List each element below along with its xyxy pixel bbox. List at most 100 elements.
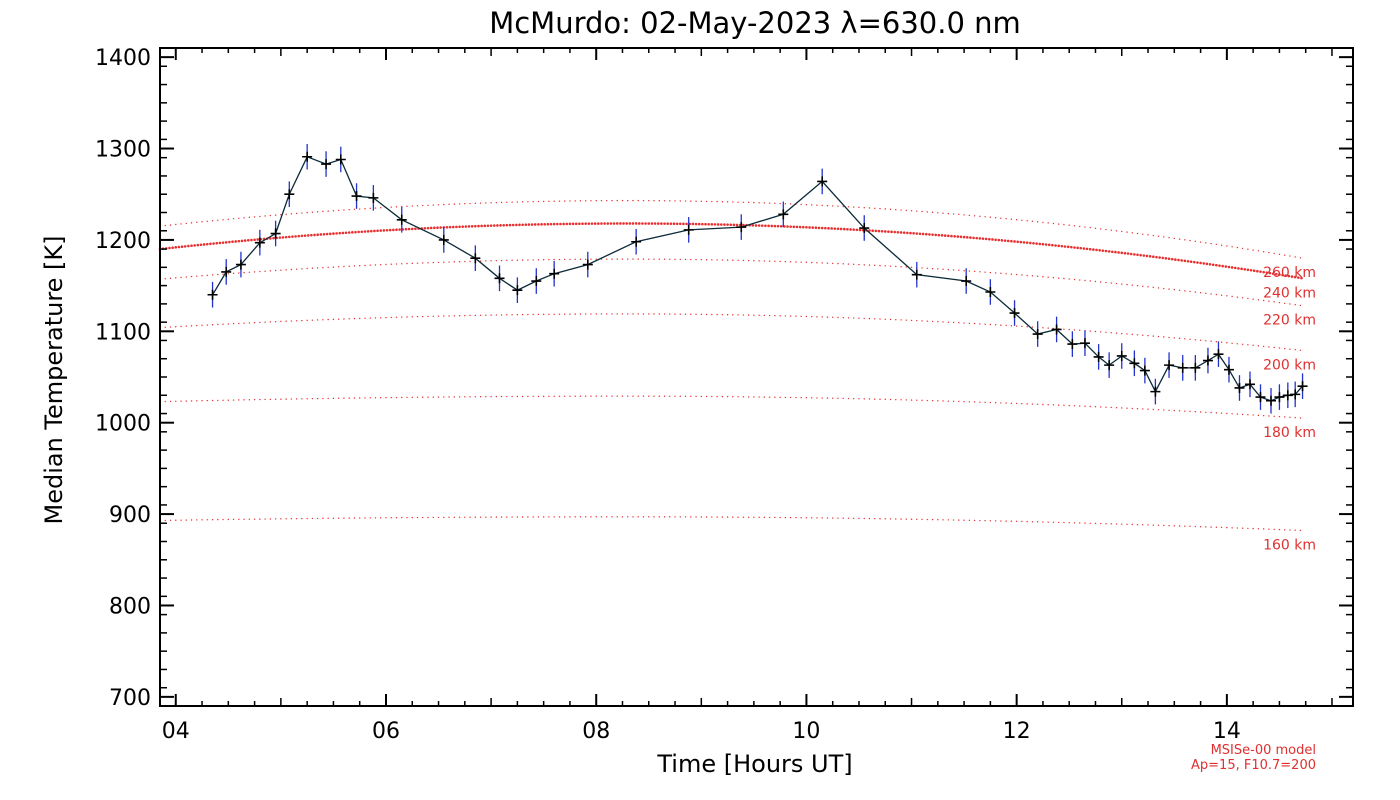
- model-point: [290, 320, 293, 322]
- model-point: [716, 516, 718, 518]
- model-point: [516, 201, 519, 203]
- model-point: [600, 200, 603, 202]
- data-point: [1213, 349, 1224, 360]
- model-point: [1194, 291, 1197, 293]
- model-point: [369, 264, 371, 266]
- model-point: [648, 395, 650, 397]
- model-point: [332, 266, 335, 268]
- model-point: [436, 226, 439, 230]
- model-point: [826, 204, 829, 207]
- model-point: [821, 316, 823, 318]
- model-point: [921, 232, 925, 236]
- model-point: [616, 199, 618, 202]
- model-point: [542, 200, 545, 203]
- model-point: [732, 516, 734, 518]
- model-point: [798, 225, 802, 229]
- model-point: [1063, 277, 1065, 280]
- model-point: [972, 236, 975, 240]
- model-point: [248, 399, 251, 401]
- model-curve-label: 240 km: [1263, 285, 1316, 301]
- model-point: [1241, 527, 1244, 529]
- model-point: [784, 315, 787, 317]
- model-point: [956, 235, 960, 238]
- model-point: [729, 223, 733, 227]
- model-point: [1297, 276, 1300, 279]
- model-point: [910, 399, 913, 401]
- model-point: [837, 205, 839, 207]
- model-point: [322, 266, 324, 269]
- model-point: [889, 318, 892, 321]
- model-point: [448, 225, 452, 229]
- model-point: [695, 258, 697, 261]
- model-point: [871, 229, 874, 232]
- y-tick-label: 1000: [95, 412, 151, 437]
- model-point: [1047, 243, 1051, 247]
- model-point: [1084, 405, 1086, 407]
- model-point: [984, 323, 986, 325]
- model-point: [234, 240, 237, 243]
- model-point: [1089, 405, 1091, 408]
- model-point: [306, 319, 308, 322]
- model-point: [1189, 410, 1191, 413]
- model-point: [477, 224, 480, 228]
- model-point: [595, 258, 597, 260]
- model-point: [963, 400, 965, 403]
- model-point: [1220, 294, 1223, 296]
- model-point: [351, 231, 354, 234]
- model-point: [437, 315, 440, 317]
- model-point: [595, 200, 597, 202]
- model-point: [979, 271, 981, 273]
- model-point: [1210, 411, 1212, 414]
- model-point: [500, 516, 503, 518]
- model-point: [563, 313, 566, 315]
- model-point: [1173, 237, 1176, 240]
- model-point: [937, 519, 939, 521]
- model-point: [1249, 268, 1253, 272]
- model-point: [432, 261, 434, 264]
- model-point: [1000, 272, 1002, 275]
- model-point: [1300, 276, 1303, 280]
- model-point: [369, 517, 371, 519]
- model-point: [984, 216, 986, 218]
- model-point: [574, 222, 578, 226]
- model-point: [989, 271, 992, 274]
- model-point: [416, 516, 419, 519]
- model-curve: [159, 258, 1302, 307]
- model-point: [411, 316, 413, 318]
- model-curve-label: 260 km: [1263, 265, 1316, 281]
- model-point: [784, 203, 787, 205]
- model-point: [506, 314, 508, 316]
- model-point: [658, 313, 660, 315]
- model-point: [1189, 290, 1191, 293]
- model-point: [448, 315, 450, 317]
- model-point: [979, 323, 981, 325]
- model-point: [1126, 407, 1128, 409]
- model-point: [758, 202, 760, 204]
- model-point: [705, 200, 708, 203]
- model-point: [278, 236, 282, 239]
- data-point: [1223, 364, 1234, 375]
- model-point: [506, 516, 508, 518]
- model-point: [1252, 344, 1254, 347]
- model-point: [1236, 343, 1239, 345]
- model-point: [786, 225, 789, 228]
- model-point: [217, 518, 219, 521]
- model-point: [1257, 528, 1260, 530]
- model-point: [826, 316, 829, 318]
- model-point: [899, 231, 903, 234]
- model-point: [632, 395, 634, 397]
- model-point: [222, 273, 224, 275]
- model-point: [1215, 293, 1218, 296]
- model-point: [337, 397, 340, 399]
- model-point: [937, 320, 939, 323]
- model-point: [638, 222, 641, 225]
- model-point: [565, 222, 569, 226]
- data-point: [512, 285, 523, 296]
- model-point: [1070, 245, 1073, 249]
- model-point: [274, 518, 277, 520]
- model-point: [726, 201, 729, 203]
- model-point: [500, 314, 503, 316]
- model-point: [511, 259, 513, 262]
- model-point: [467, 225, 471, 228]
- model-point: [211, 274, 214, 276]
